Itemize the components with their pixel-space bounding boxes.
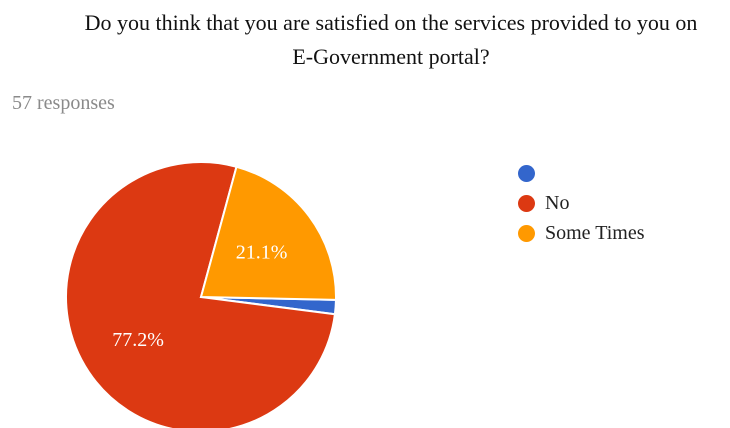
legend-item-some-times: Some Times: [518, 218, 644, 248]
legend-label-no: No: [545, 191, 570, 214]
legend-swatch-no: [518, 194, 535, 212]
slice-no: [65, 161, 337, 428]
legend-swatch-some-times: [518, 224, 535, 242]
chart-title: Do you think that you are satisfied on t…: [0, 6, 730, 74]
slice-some-times-label: 21.1%: [236, 242, 288, 264]
legend-swatch-0: [518, 164, 535, 182]
legend-item-no: No: [518, 188, 644, 218]
slice-no-label: 77.2%: [112, 329, 164, 351]
legend-item-0: [518, 158, 644, 188]
chart-title-line-1: Do you think that you are satisfied on t…: [84, 10, 698, 35]
legend-label-some-times: Some Times: [545, 221, 645, 244]
chart-title-line-2: E-Government portal?: [292, 44, 490, 69]
slice-some-times: [199, 165, 337, 301]
response-count: 57 responses: [12, 92, 115, 114]
chart-legend: No Some Times: [518, 158, 644, 248]
